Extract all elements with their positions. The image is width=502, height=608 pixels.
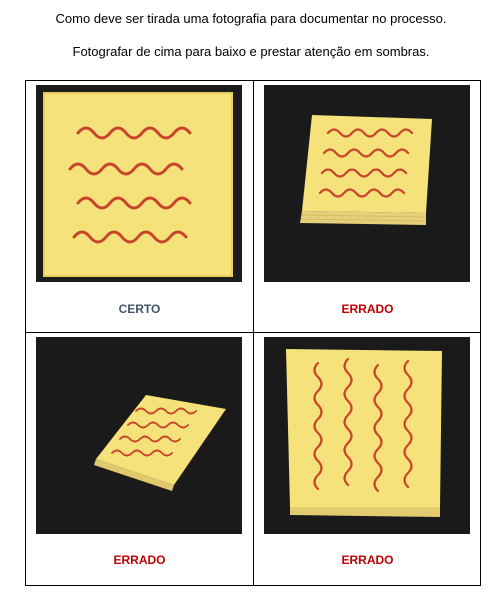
photo-wrong-tilted xyxy=(36,337,242,534)
label-wrong-1: ERRADO xyxy=(341,302,394,316)
instruction-title: Como deve ser tirada uma fotografia para… xyxy=(55,11,447,26)
label-correct: CERTO xyxy=(118,302,161,316)
photo-correct-top-down xyxy=(36,85,242,282)
table-divider-horizontal xyxy=(26,332,480,333)
photo-wrong-stack-angle xyxy=(264,85,470,282)
photo-comparison-table: CERTO ERRADO xyxy=(25,80,481,586)
table-divider-vertical xyxy=(253,81,254,585)
label-wrong-3: ERRADO xyxy=(341,553,394,567)
photo-wrong-rotated xyxy=(264,337,470,534)
label-wrong-2: ERRADO xyxy=(113,553,166,567)
instruction-subtitle: Fotografar de cima para baixo e prestar … xyxy=(72,44,430,59)
